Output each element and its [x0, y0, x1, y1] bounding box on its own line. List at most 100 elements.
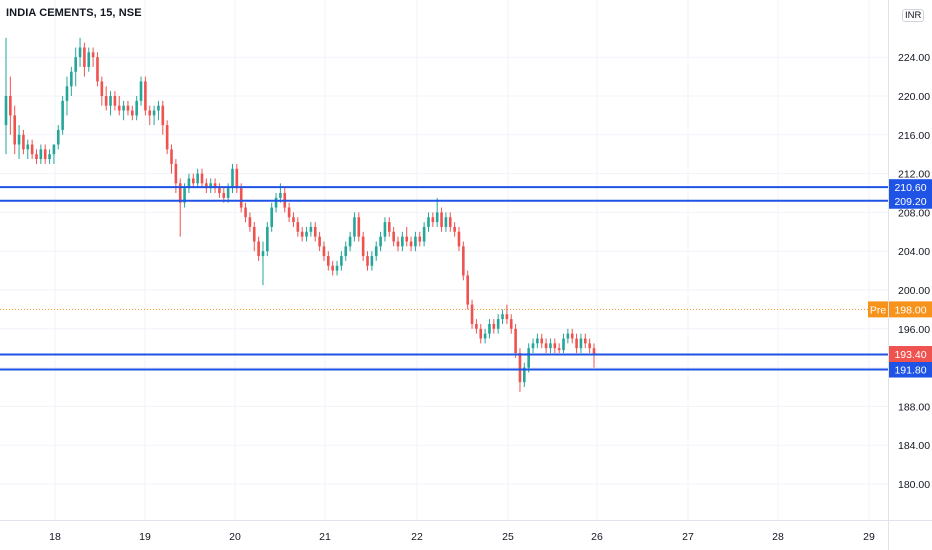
candle-body	[266, 226, 269, 252]
candle-body	[226, 188, 230, 198]
candle-body	[387, 222, 391, 232]
candle-body	[22, 134, 25, 150]
candle-body	[309, 226, 313, 232]
y-tick-label: 220.00	[898, 91, 930, 103]
premarket-tag-bg	[868, 301, 888, 318]
candle-body	[117, 105, 121, 111]
candle-body	[83, 47, 86, 67]
candle-body	[475, 323, 478, 329]
currency-badge[interactable]: INR	[902, 9, 925, 22]
candle-body	[279, 193, 282, 198]
candle-body	[505, 314, 509, 320]
candle-body	[183, 188, 186, 203]
candle-body	[357, 217, 361, 237]
y-tick-label: 188.00	[898, 401, 930, 413]
candle-body	[344, 246, 348, 257]
candle-body	[4, 96, 8, 126]
candle-body	[544, 343, 548, 349]
candle-body	[422, 226, 426, 242]
candle-body	[457, 231, 461, 247]
candle-body	[131, 110, 134, 116]
candle-body	[313, 226, 317, 237]
candle-body	[353, 217, 356, 237]
candle-body	[553, 343, 557, 349]
candle-body	[148, 110, 152, 116]
candle-body	[331, 265, 334, 271]
candle-body	[540, 338, 544, 344]
x-tick-label: 26	[591, 531, 603, 543]
candle-body	[56, 129, 60, 145]
premarket-tag: Pre	[870, 304, 887, 316]
candle-body	[109, 96, 112, 106]
candle-body	[104, 96, 108, 106]
candle-body	[588, 343, 591, 349]
candle-body	[509, 319, 513, 329]
candle-body	[200, 173, 204, 184]
candle-body	[239, 188, 243, 208]
candle-body	[444, 217, 448, 227]
x-tick-label: 18	[49, 531, 61, 543]
candle-body	[374, 246, 378, 257]
candle-body	[48, 154, 51, 160]
candle-body	[296, 222, 300, 232]
candle-body	[401, 236, 404, 247]
candle-body	[335, 265, 339, 271]
candle-body	[70, 71, 73, 87]
candle-body	[35, 154, 38, 160]
y-tick-label: 216.00	[898, 130, 930, 142]
x-tick-label: 20	[229, 531, 241, 543]
x-tick-label: 29	[863, 531, 875, 543]
chart-title: INDIA CEMENTS, 15, NSE	[6, 7, 142, 19]
candle-body	[462, 246, 465, 276]
candle-body	[566, 333, 570, 339]
last-price-label-bg	[889, 346, 932, 363]
candle-body	[17, 134, 21, 145]
candle-body	[453, 226, 456, 232]
candle-body	[531, 343, 535, 349]
candle-body	[501, 314, 504, 320]
candle-body	[61, 100, 64, 130]
candle-body	[348, 236, 352, 247]
candle-body	[222, 193, 226, 198]
x-tick-label: 21	[319, 531, 331, 543]
premarket-price-label: 198.00	[894, 304, 926, 316]
candle-body	[178, 183, 182, 203]
level-price-label-bg	[889, 192, 932, 209]
candle-body	[126, 105, 130, 111]
candle-body	[274, 197, 278, 208]
premarket-price-label-bg	[889, 301, 932, 318]
candle-body	[144, 81, 147, 111]
candle-body	[592, 348, 596, 355]
candle-body	[87, 52, 91, 67]
candle-body	[52, 144, 56, 155]
candle-body	[466, 275, 469, 305]
candle-body	[583, 338, 587, 344]
candle-body	[13, 115, 17, 145]
candle-body	[361, 236, 365, 257]
candle-body	[9, 96, 12, 116]
y-tick-label: 212.00	[898, 169, 930, 181]
candle-body	[135, 100, 138, 116]
candle-body	[418, 236, 422, 242]
candle-body	[113, 96, 117, 106]
candle-body	[527, 348, 530, 368]
candle-body	[100, 81, 104, 96]
y-tick-label: 180.00	[898, 479, 930, 491]
y-tick-label: 184.00	[898, 440, 930, 452]
candle-body	[174, 163, 178, 184]
candle-body	[196, 173, 199, 184]
candle-body	[483, 333, 487, 339]
candle-body	[39, 149, 43, 160]
candle-body	[30, 144, 34, 155]
candle-body	[414, 236, 417, 247]
candle-body	[379, 236, 382, 247]
candle-body	[340, 256, 343, 266]
candle-body	[514, 328, 517, 354]
candle-body	[305, 231, 308, 237]
candle-body	[396, 241, 400, 247]
candle-body	[327, 256, 330, 266]
x-tick-label: 27	[682, 531, 694, 543]
candle-body	[209, 183, 213, 189]
candle-body	[65, 86, 69, 101]
